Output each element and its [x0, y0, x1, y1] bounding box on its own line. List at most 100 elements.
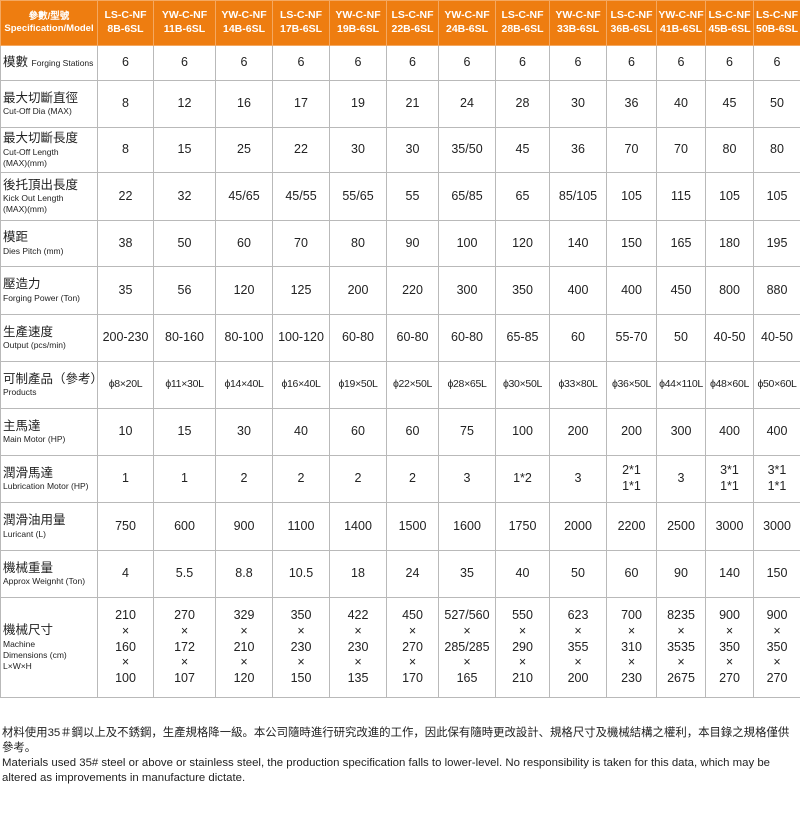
table-cell: 900 [215, 502, 273, 551]
table-cell: 40-50 [753, 314, 800, 362]
table-cell: 45/65 [215, 172, 273, 221]
table-row: 潤滑油用量 Luricant (L) 750 600 900 1100 1400 1500 16… [0, 502, 800, 551]
table-cell: 2*1 1*1 [606, 455, 657, 503]
table-cell: 6 [215, 45, 273, 81]
row-label-en: Cut-Off Dia (MAX) [3, 106, 72, 117]
row-label-zh: 可制產品（參考） [3, 371, 98, 386]
table-cell: 17 [272, 80, 330, 128]
row-label-en: Approx Weignht (Ton) [3, 576, 86, 587]
table-cell: 12 [153, 80, 216, 128]
table-cell: 350 [495, 266, 550, 315]
table-cell: 25 [215, 127, 273, 173]
table-cell: 10 [97, 408, 154, 456]
row-label: 機械尺寸 Machine Dimensions (cm) L×W×H [0, 597, 98, 698]
table-cell: 55/65 [329, 172, 387, 221]
table-cell: 56 [153, 266, 216, 315]
table-cell: 900 × 350 × 270 [753, 597, 800, 698]
table-cell: 45/55 [272, 172, 330, 221]
table-cell: 6 [495, 45, 550, 81]
table-row: 機械尺寸 Machine Dimensions (cm) L×W×H 210 × 1… [0, 597, 800, 698]
table-cell: 28 [495, 80, 550, 128]
table-cell: 600 [153, 502, 216, 551]
table-cell: 270 × 172 × 107 [153, 597, 216, 698]
table-cell: 125 [272, 266, 330, 315]
table-cell: 1100 [272, 502, 330, 551]
table-cell: 2000 [549, 502, 607, 551]
table-cell: 45 [705, 80, 754, 128]
row-label: 潤滑馬達 Lubrication Motor (HP) [0, 455, 98, 503]
table-cell: 1*2 [495, 455, 550, 503]
table-cell: 50 [153, 220, 216, 267]
row-label: 最大切斷長度 Cut-Off Length (MAX)(mm) [0, 127, 98, 173]
row-label-en: Forging Stations [31, 58, 94, 69]
table-cell: 55 [386, 172, 439, 221]
row-label-en: Output (pcs/min) [3, 340, 66, 351]
table-cell: 8.8 [215, 550, 273, 598]
table-cell: 3000 [705, 502, 754, 551]
table-cell: 50 [549, 550, 607, 598]
table-cell: 2200 [606, 502, 657, 551]
row-label-en: Main Motor (HP) [3, 434, 66, 445]
table-cell: 36 [549, 127, 607, 173]
table-cell: 3 [438, 455, 496, 503]
table-cell: ϕ48×60L [705, 361, 754, 409]
table-cell: 400 [549, 266, 607, 315]
table-cell: 6 [272, 45, 330, 81]
table-cell: 527/560 × 285/285 × 165 [438, 597, 496, 698]
table-cell: 35 [97, 266, 154, 315]
table-cell: 880 [753, 266, 800, 315]
table-row: 最大切斷直徑 Cut-Off Dia (MAX) 8 12 16 17 19 21 24 28 30… [0, 80, 800, 128]
table-cell: 36 [606, 80, 657, 128]
model-header: LS-C-NF 50B-6SL [753, 0, 800, 46]
table-cell: 6 [705, 45, 754, 81]
table-cell: 30 [386, 127, 439, 173]
table-cell: 60-80 [329, 314, 387, 362]
row-label-en: Products [3, 387, 37, 398]
table-cell: ϕ28×65L [438, 361, 496, 409]
table-cell: 60 [386, 408, 439, 456]
table-cell: 24 [386, 550, 439, 598]
table-cell: 50 [656, 314, 706, 362]
row-label-zh: 機械重量 [3, 560, 54, 575]
table-cell: 10.5 [272, 550, 330, 598]
table-row: 模距 Dies Pitch (mm) 38 50 60 70 80 90 100 120 140 15… [0, 220, 800, 267]
table-cell: 200 [549, 408, 607, 456]
table-cell: 120 [495, 220, 550, 267]
row-label-en: Lubrication Motor (HP) [3, 481, 89, 492]
table-cell: 105 [753, 172, 800, 221]
table-row: 壓造力 Forging Power (Ton) 35 56 120 125 200 220 30… [0, 266, 800, 315]
table-row: 可制產品（參考） Products ϕ8×20L ϕ11×30L ϕ14×40L ϕ16×… [0, 361, 800, 409]
table-cell: 450 [656, 266, 706, 315]
table-cell: 3*1 1*1 [705, 455, 754, 503]
table-cell: 6 [329, 45, 387, 81]
table-cell: 300 [438, 266, 496, 315]
model-header: YW-C-NF 19B-6SL [329, 0, 387, 46]
table-cell: ϕ33×80L [549, 361, 607, 409]
row-label: 主馬達 Main Motor (HP) [0, 408, 98, 456]
table-cell: 40-50 [705, 314, 754, 362]
table-cell: 30 [549, 80, 607, 128]
table-cell: 8 [97, 127, 154, 173]
table-cell: 19 [329, 80, 387, 128]
table-cell: 45 [495, 127, 550, 173]
row-label-zh: 機械尺寸 [3, 623, 54, 638]
table-cell: 1400 [329, 502, 387, 551]
footer-note-zh: 材料使用35＃鋼以上及不銹鋼，生產規格降一級。本公司隨時進行研究改進的工作，因此… [2, 727, 790, 754]
row-label-en: Kick Out Length (MAX)(mm) [3, 193, 64, 215]
table-cell: ϕ16×40L [272, 361, 330, 409]
row-label-zh: 生產速度 [3, 324, 54, 339]
table-cell: 32 [153, 172, 216, 221]
table-cell: 300 [656, 408, 706, 456]
table-cell: 65 [495, 172, 550, 221]
table-cell: 70 [272, 220, 330, 267]
table-cell: 623 × 355 × 200 [549, 597, 607, 698]
model-header: YW-C-NF 24B-6SL [438, 0, 496, 46]
table-cell: 50 [753, 80, 800, 128]
table-cell: ϕ11×30L [153, 361, 216, 409]
row-label-en: Forging Power (Ton) [3, 292, 81, 303]
row-label: 後托頂出長度 Kick Out Length (MAX)(mm) [0, 172, 98, 221]
table-cell: 1500 [386, 502, 439, 551]
model-header: YW-C-NF 41B-6SL [656, 0, 706, 46]
model-header: LS-C-NF 17B-6SL [272, 0, 330, 46]
spec-model-header: 參數/型號 Specification/Model [0, 0, 98, 46]
